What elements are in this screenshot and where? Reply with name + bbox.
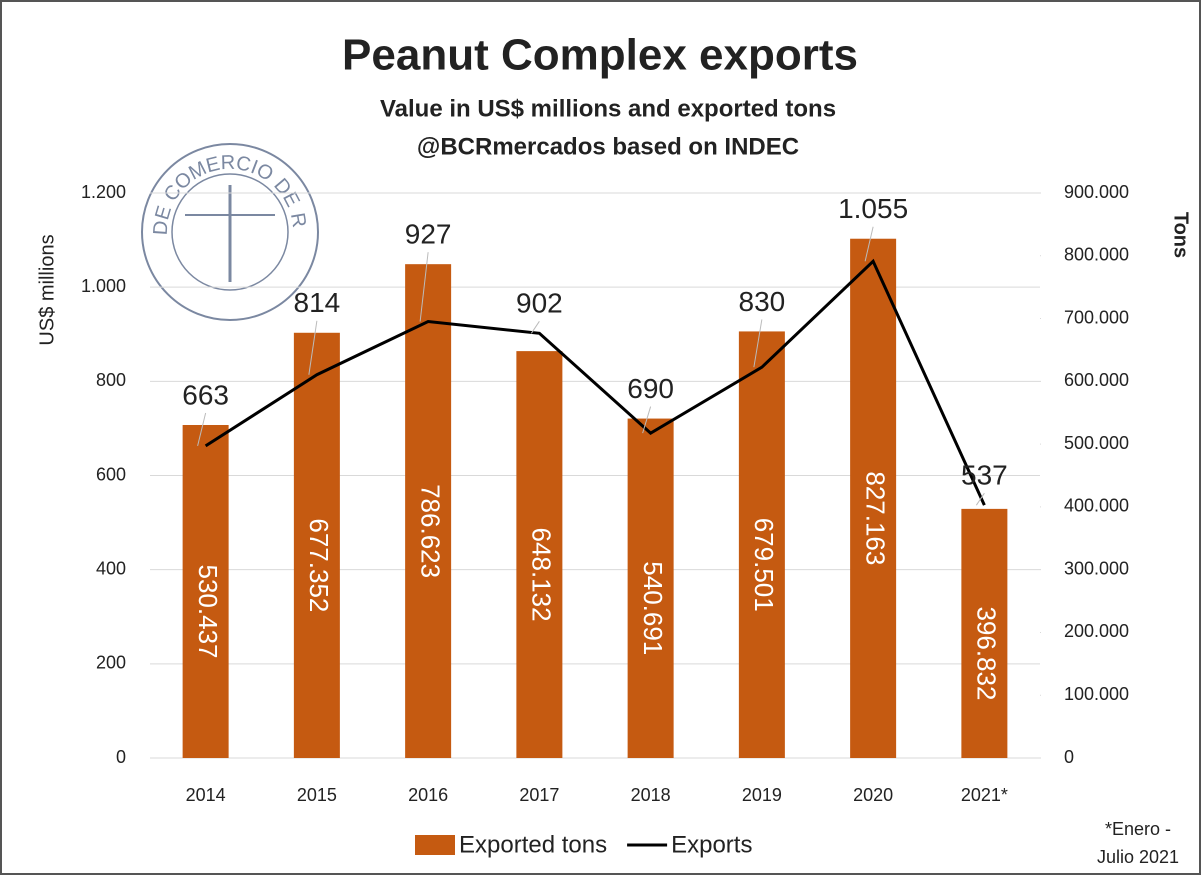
bar — [405, 264, 452, 758]
x-tick-label: 2020 — [853, 785, 893, 805]
chart-title: Peanut Complex exports — [342, 31, 858, 80]
y2-tick-label: 700.000 — [1064, 307, 1129, 327]
bar-value-label: 648.132 — [527, 528, 557, 622]
y-tick-label: 0 — [116, 747, 126, 767]
x-tick-label: 2016 — [408, 785, 448, 805]
y2-tick-label: 600.000 — [1064, 370, 1129, 390]
x-tick-label: 2015 — [297, 785, 337, 805]
legend-swatch — [415, 835, 455, 855]
legend-label: Exported tons — [459, 831, 607, 858]
y-tick-label: 800 — [96, 370, 126, 390]
y2-tick-label: 300.000 — [1064, 558, 1129, 578]
y2-tick-label: 900.000 — [1064, 182, 1129, 202]
y2-tick-label: 400.000 — [1064, 496, 1129, 516]
bar — [961, 508, 1008, 758]
leader-line — [419, 252, 429, 322]
y2-tick-label: 200.000 — [1064, 621, 1129, 641]
leader-line — [530, 321, 540, 334]
y-tick-label: 400 — [96, 558, 126, 578]
line-value-label: 690 — [627, 373, 674, 404]
x-tick-label: 2014 — [186, 785, 226, 805]
y-tick-label: 1.000 — [81, 276, 126, 296]
leader-line — [975, 492, 985, 506]
leader-line — [308, 320, 318, 375]
footnote: *Enero - — [1105, 819, 1171, 839]
chart-source: @BCRmercados based on INDEC — [417, 133, 799, 160]
bar — [850, 238, 897, 758]
line-value-label: 902 — [516, 288, 563, 319]
y2-tick-label: 800.000 — [1064, 245, 1129, 265]
leader-line — [197, 412, 207, 446]
bar-value-label: 530.437 — [193, 565, 223, 659]
leader-line — [753, 319, 763, 368]
y-tick-label: 600 — [96, 464, 126, 484]
bar — [516, 351, 563, 758]
y2-tick-label: 100.000 — [1064, 684, 1129, 704]
leader-line — [864, 226, 874, 262]
y-axis-title: US$ millions — [36, 234, 58, 345]
chart-subtitle: Value in US$ millions and exported tons — [380, 95, 836, 122]
line-value-label: 814 — [294, 287, 341, 318]
bar — [738, 331, 785, 758]
y2-axis-title: Tons — [1170, 212, 1192, 258]
x-tick-label: 2017 — [519, 785, 559, 805]
line-value-label: 663 — [182, 379, 229, 410]
line-series — [204, 258, 986, 506]
y-tick-label: 200 — [96, 653, 126, 673]
line-value-label: 830 — [739, 286, 786, 317]
leader-line — [642, 406, 652, 434]
bar-value-label: 540.691 — [638, 561, 668, 655]
bar-value-label: 679.501 — [749, 518, 779, 612]
line-value-label: 537 — [961, 460, 1008, 491]
bar-value-label: 396.832 — [972, 606, 1002, 700]
bar — [293, 332, 340, 758]
legend-label: Exports — [671, 831, 752, 858]
y-tick-label: 1.200 — [81, 182, 126, 202]
line-value-label: 927 — [405, 219, 452, 250]
x-tick-label: 2018 — [631, 785, 671, 805]
y2-tick-label: 500.000 — [1064, 433, 1129, 453]
bar-value-label: 827.163 — [860, 471, 890, 565]
bar — [627, 418, 674, 758]
y2-tick-label: 0 — [1064, 747, 1074, 767]
logo-ring — [141, 143, 319, 321]
line-value-label: 1.055 — [838, 193, 908, 224]
bar-value-label: 786.623 — [415, 484, 445, 578]
logo-ring — [171, 173, 289, 291]
bar-value-label: 677.352 — [304, 518, 334, 612]
x-tick-label: 2021* — [961, 785, 1008, 805]
footnote: Julio 2021 — [1097, 847, 1179, 867]
x-tick-label: 2019 — [742, 785, 782, 805]
bar — [182, 425, 229, 758]
